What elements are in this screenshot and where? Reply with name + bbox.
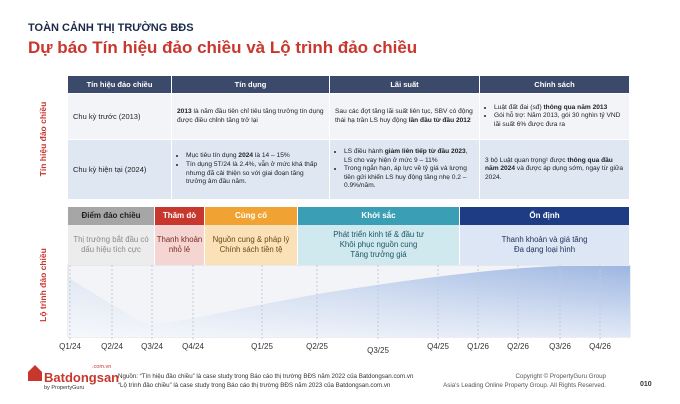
bullet-list: LS điều hành giảm liên tiếp từ đầu 2023,… [335, 148, 474, 191]
phase: Củng cố Nguồn cung & pháp lý Chính sách ti… [205, 207, 298, 265]
cell-item: Luật đất đai (sđ) thông qua năm 2013 [494, 104, 624, 113]
quarter-label: Q4/24 [182, 342, 204, 351]
page-number: 010 [640, 381, 652, 388]
phase-line: Tăng trưởng giá [350, 249, 407, 259]
quarter-label: Q2/25 [306, 342, 328, 351]
phase-desc: Nguồn cung & pháp lý Chính sách tiền tệ [205, 225, 297, 265]
cell-item: Gói hỗ trợ: Năm 2013, gói 30 nghìn tỷ VN… [494, 112, 624, 129]
text: Mục tiêu tín dụng [186, 152, 239, 160]
cell-item: 3 bộ Luật quan trọng¹ được thông qua đầu… [485, 157, 624, 183]
phase-line: Chính sách tiền tệ [219, 245, 283, 254]
kicker: TOÀN CẢNH THỊ TRƯỜNG BĐS [28, 22, 194, 34]
bold-text: 2024 [238, 152, 254, 160]
quarter-label: Q4/25 [427, 342, 449, 351]
quarter-label: Q1/25 [251, 342, 273, 351]
text: là 14 – 15% [253, 152, 290, 160]
phase: Khởi sắc Phát triển kinh tế & đầu tư Khôi … [298, 207, 460, 265]
text: LS điều hành [344, 148, 385, 156]
source: Nguồn: “Tín hiệu đảo chiều” là case stud… [118, 373, 414, 380]
phase: Thăm dò Thanh khoản nhỏ lẻ [155, 207, 205, 265]
phase: Điểm đảo chiều Thị trường bắt đầu có dấu … [68, 207, 155, 265]
table-cell: 3 bộ Luật quan trọng¹ được thông qua đầu… [480, 139, 630, 199]
text: Sau các đợt tăng lãi suất liên tục, SBV … [335, 107, 473, 124]
copyright: Asia's Leading Online Property Group. Al… [443, 382, 606, 389]
column-header: Lãi suất [330, 76, 480, 93]
side-label: Tín hiệu đảo chiều [38, 101, 48, 177]
quarter-label: Q2/26 [507, 342, 529, 351]
logo-brand: Batdongsan [44, 370, 120, 385]
table-row: Chu kỳ hiện tại (2024)Mục tiêu tín dụng … [68, 139, 630, 199]
phase-line: Phát triển kinh tế & đầu tư [333, 230, 424, 240]
title: Dự báo Tín hiệu đảo chiều và Lộ trình đả… [28, 38, 418, 57]
column-header: Chính sách [480, 76, 630, 93]
quarter-label: Q3/26 [549, 342, 571, 351]
phase-name: Ổn định [460, 207, 629, 225]
table-cell: Mục tiêu tín dụng 2024 là 14 – 15%Tín dụ… [172, 139, 330, 199]
side-label: Lộ trình đảo chiều [38, 248, 48, 322]
phase-line: Khôi phục nguồn cung [339, 240, 418, 250]
phase-line: Thanh khoản nhỏ lẻ [156, 235, 203, 254]
table-row: Chu kỳ trước (2013) 2013 là năm đầu tiên … [68, 93, 630, 139]
quarter-label: Q1/26 [467, 342, 489, 351]
phase-desc: Thanh khoản nhỏ lẻ [155, 225, 204, 265]
copyright: Copyright © PropertyGuru Group [515, 373, 606, 380]
bullet-list: Luật đất đai (sđ) thông qua năm 2013Gói … [485, 104, 624, 130]
table-cell: 2013 là năm đầu tiên chỉ tiêu tăng trưởn… [172, 93, 330, 139]
trend-shade [68, 266, 630, 337]
bullet-list: Mục tiêu tín dụng 2024 là 14 – 15%Tín dụ… [177, 152, 324, 186]
bold-text: thông qua năm 2013 [543, 103, 608, 111]
table-cell: Sau các đợt tăng lãi suất liên tục, SBV … [330, 93, 480, 139]
column-header: Tín hiệu đảo chiều [68, 76, 172, 93]
phase-desc: Thanh khoản và giá tăng Đa dạng loại hình [460, 225, 629, 265]
cell-item: Sau các đợt tăng lãi suất liên tục, SBV … [335, 108, 474, 125]
phase-bar: Điểm đảo chiều Thị trường bắt đầu có dấu … [68, 207, 630, 265]
column-header: Tín dụng [172, 76, 330, 93]
cell-item: Tín dụng 5T/24 là 2.4%, vẫn ở mức khá th… [186, 161, 324, 187]
phase-line: Đa dạng loại hình [513, 245, 576, 254]
text: Tín dụng 5T/24 là 2.4%, vẫn ở mức khá th… [186, 160, 318, 186]
phase: Ổn định Thanh khoản và giá tăng Đa dạng lo… [460, 207, 630, 265]
phase-line: Nguồn cung & pháp lý [212, 235, 290, 245]
quarter-label: Q3/24 [141, 342, 163, 351]
header-row: Tín hiệu đảo chiều Tín dụng Lãi suất Chính … [68, 76, 630, 93]
quarter-label: Q3/25 [367, 346, 389, 355]
phase-name: Thăm dò [155, 207, 204, 225]
quarter-label: Q4/26 [589, 342, 611, 351]
signal-table: Tín hiệu đảo chiều Tín dụng Lãi suất Chính … [68, 76, 630, 199]
text: và được áp dụng sớm, ngay từ giữa 2024. [485, 165, 624, 181]
phase-desc: Thị trường bắt đầu có dấu hiệu tích cực [68, 225, 154, 265]
phase-name: Củng cố [205, 207, 297, 225]
text: Gói hỗ trợ: Năm 2013, gói 30 nghìn tỷ VN… [494, 112, 621, 128]
text: , LS cho vay hiện ở mức 9 – 11% [344, 148, 468, 164]
bold-text: giảm liên tiếp từ đầu 2023 [384, 148, 466, 156]
cell-item: LS điều hành giảm liên tiếp từ đầu 2023,… [344, 148, 474, 165]
text: Luật đất đai (sđ) [494, 103, 544, 111]
quarter-label: Q1/24 [59, 342, 81, 351]
logo-domain: .com.vn [92, 364, 112, 370]
table-cell: Luật đất đai (sđ) thông qua năm 2013Gói … [480, 93, 630, 139]
bold-text: lần đầu từ đầu 2012 [408, 116, 471, 124]
phase-desc: Phát triển kinh tế & đầu tư Khôi phục ngu… [298, 225, 459, 265]
phase-line: Thị trường bắt đầu có dấu hiệu tích cực [73, 235, 149, 254]
quarter-label: Q2/24 [101, 342, 123, 351]
phase-name: Khởi sắc [298, 207, 459, 225]
text: là năm đầu tiên chỉ tiêu tăng trưởng tín… [177, 107, 324, 124]
table-cell: LS điều hành giảm liên tiếp từ đầu 2023,… [330, 139, 480, 199]
row-label: Chu kỳ hiện tại (2024) [68, 139, 172, 199]
logo-icon [28, 365, 42, 381]
bold-text: 2013 [177, 107, 192, 115]
cell-item: Mục tiêu tín dụng 2024 là 14 – 15% [186, 152, 324, 161]
text: 3 bộ Luật quan trọng¹ được [485, 156, 568, 164]
cell-item: Trong ngắn hạn, áp lực về tỷ giá và lượn… [344, 165, 474, 191]
bold-text: thông qua đầu năm 2024 [485, 156, 613, 173]
logo-by: by PropertyGuru [44, 385, 85, 391]
source: “Lộ trình đảo chiều” là case study trong… [118, 382, 391, 389]
phase-name: Điểm đảo chiều [68, 207, 154, 225]
phase-line: Thanh khoản và giá tăng [501, 235, 588, 245]
row-label: Chu kỳ trước (2013) [68, 93, 172, 139]
text: Trong ngắn hạn, áp lực về tỷ giá và lượn… [344, 165, 467, 190]
cell-item: 2013 là năm đầu tiên chỉ tiêu tăng trưởn… [177, 108, 324, 125]
